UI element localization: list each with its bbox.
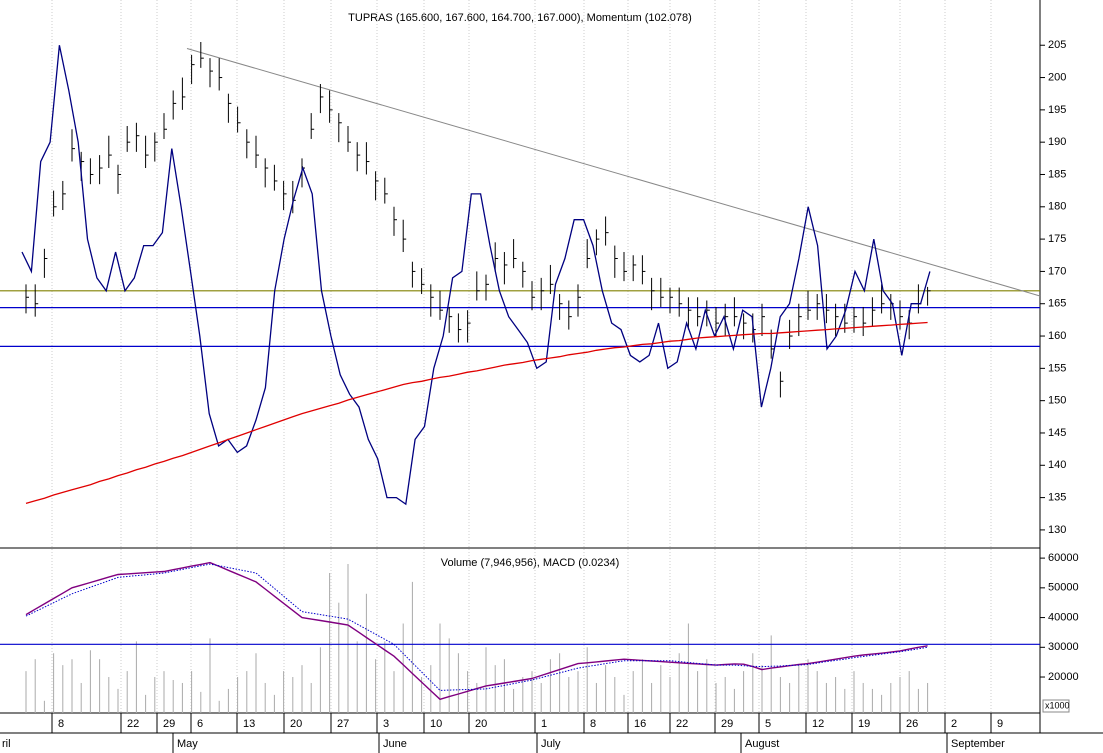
y-tick-label: 170 <box>1048 265 1066 277</box>
y-tick-label: 135 <box>1048 492 1066 504</box>
week-label: 29 <box>163 718 175 730</box>
y-tick-label: 60000 <box>1048 552 1079 564</box>
week-label: 20 <box>475 718 487 730</box>
week-label: 10 <box>430 718 442 730</box>
y-tick-label: 165 <box>1048 298 1066 310</box>
week-label: 8 <box>58 718 64 730</box>
y-tick-label: 175 <box>1048 233 1066 245</box>
y-tick-label: 190 <box>1048 136 1066 148</box>
week-label: 26 <box>906 718 918 730</box>
month-label: September <box>951 738 1005 750</box>
y-tick-label: 145 <box>1048 427 1066 439</box>
week-label: 12 <box>812 718 824 730</box>
y-tick-label: 185 <box>1048 168 1066 180</box>
series-line <box>25 561 928 701</box>
week-label: 5 <box>765 718 771 730</box>
week-label: 8 <box>590 718 596 730</box>
series-line <box>21 45 931 506</box>
week-label: 9 <box>997 718 1003 730</box>
week-label: 20 <box>290 718 302 730</box>
week-label: 29 <box>721 718 733 730</box>
y-tick-label: 180 <box>1048 201 1066 213</box>
month-label: June <box>383 738 407 750</box>
week-label: 16 <box>634 718 646 730</box>
week-label: 1 <box>541 718 547 730</box>
series-line <box>25 321 928 505</box>
trend-line <box>186 47 1041 297</box>
unit-label: x1000 <box>1045 700 1070 710</box>
y-tick-label: 130 <box>1048 524 1066 536</box>
y-tick-label: 160 <box>1048 330 1066 342</box>
week-label: 22 <box>676 718 688 730</box>
unit-box <box>1042 699 1070 713</box>
y-tick-label: 195 <box>1048 104 1066 116</box>
week-label: 22 <box>127 718 139 730</box>
week-label: 3 <box>383 718 389 730</box>
price-title: TUPRAS (165.600, 167.600, 164.700, 167.0… <box>348 12 692 24</box>
y-tick-label: 20000 <box>1048 671 1079 683</box>
week-label: 27 <box>337 718 349 730</box>
series-line <box>25 563 928 691</box>
month-label: May <box>177 738 198 750</box>
y-tick-label: 40000 <box>1048 611 1079 623</box>
month-label: August <box>745 738 779 750</box>
y-tick-label: 150 <box>1048 395 1066 407</box>
y-tick-label: 205 <box>1048 39 1066 51</box>
y-tick-label: 200 <box>1048 71 1066 83</box>
volume-title: Volume (7,946,956), MACD (0.0234) <box>441 557 620 569</box>
week-label: 6 <box>197 718 203 730</box>
y-tick-label: 50000 <box>1048 582 1079 594</box>
y-tick-label: 30000 <box>1048 641 1079 653</box>
y-tick-label: 155 <box>1048 362 1066 374</box>
month-label: July <box>541 738 561 750</box>
week-label: 19 <box>858 718 870 730</box>
month-label: ril <box>2 738 11 750</box>
week-label: 13 <box>243 718 255 730</box>
week-label: 2 <box>951 718 957 730</box>
y-tick-label: 140 <box>1048 459 1066 471</box>
